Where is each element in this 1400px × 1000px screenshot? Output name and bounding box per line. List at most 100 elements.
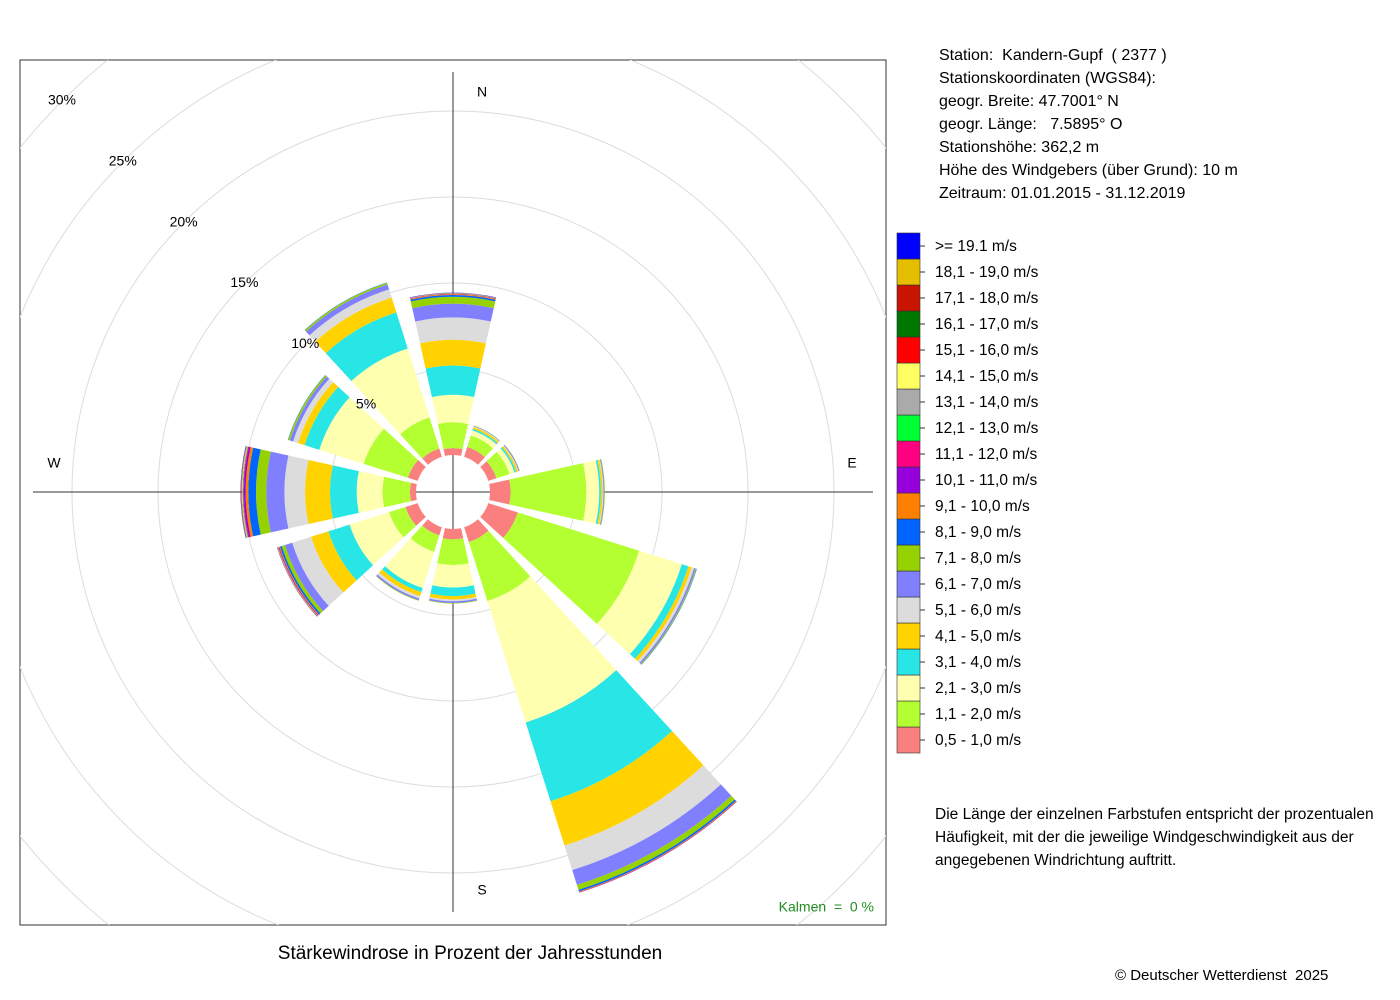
sector-segment [376,574,420,601]
legend-swatch [896,466,921,494]
sector-segment [410,293,496,299]
sector-segment [470,430,497,449]
legend-label: 12,1 - 13,0 m/s [935,420,1039,437]
sector-segment [382,476,411,508]
sector-segment [389,507,417,538]
legend-swatch [896,726,921,754]
sector-segment [425,365,481,398]
sector-segment [305,459,333,525]
sector-segment [564,765,721,871]
sector-segment [410,295,496,302]
station-info: geogr. Länge: 7.5895° O [939,116,1122,133]
legend-label: 7,1 - 8,0 m/s [935,550,1021,567]
sector-segment [405,503,426,526]
chart-title: Stärkewindrose in Prozent der Jahresstun… [278,943,662,964]
sector-segment [489,479,511,505]
legend-swatch [896,284,921,312]
sector-segment [356,471,385,513]
sector-segment [468,530,531,602]
sector-segment [289,376,330,442]
sector-segment [429,596,477,602]
r-tick-label: 15% [230,274,258,290]
legend-swatch [896,544,921,572]
sector-segment [480,503,518,538]
sector-segment [415,317,491,344]
legend-label: 11,1 - 12,0 m/s [935,446,1037,463]
calm-label: Kalmen = 0 % [779,899,874,915]
sector-segment [382,566,423,593]
sector-segment [241,446,248,538]
sector-segment [422,448,442,465]
station-info: Höhe des Windgebers (über Grund): 10 m [939,162,1238,179]
legend-label: 4,1 - 5,0 m/s [935,628,1021,645]
r-tick-label: 25% [109,152,137,168]
sector-segment [473,426,500,442]
sector-segment [500,447,517,473]
legend-swatch [896,648,921,676]
sector-segment [600,459,605,525]
sector-segment [503,512,640,624]
sector-segment [377,572,421,599]
station-info: Stationshöhe: 362,2 m [939,139,1099,156]
legend-label: 17,1 - 18,0 m/s [935,290,1039,307]
legend-label: 3,1 - 4,0 m/s [935,654,1021,671]
sector-segment [284,542,329,612]
r-tick-label: 20% [170,213,198,229]
note-line: angegebenen Windrichtung auftritt. [935,852,1176,869]
sector-segment [409,482,417,502]
sector-segment [432,563,474,588]
station-info: Zeitraum: 01.01.2015 - 31.12.2019 [939,185,1185,202]
sector-segment [525,670,673,802]
sector-segment [486,451,510,479]
sector-segment [240,446,247,538]
sector-segment [599,459,604,525]
sector-segment [284,455,309,529]
legend-label: 15,1 - 16,0 m/s [935,342,1039,359]
sector-segment [428,598,478,603]
sector-segment [596,550,682,655]
sector-segment [266,451,289,533]
legend-label: 16,1 - 17,0 m/s [935,316,1039,333]
sector-segment [410,296,496,309]
sector-segment [242,446,248,538]
legend-swatch [896,492,921,520]
sector-segment [248,447,261,537]
sector-segment [330,465,359,519]
sector-segment [420,339,486,369]
legend-label: 0,5 - 1,0 m/s [935,732,1021,749]
legend-label: 6,1 - 7,0 m/s [935,576,1021,593]
sector-segment [311,531,357,593]
sector-segment [501,446,518,473]
r-tick-label: 10% [291,335,319,351]
plot-frame [19,59,887,926]
sector-segment [385,538,435,588]
sector-segment [281,545,324,614]
sector-segment [410,525,440,552]
sector-segment [256,449,271,535]
station-info: Stationskoordinaten (WGS84): [939,70,1156,87]
sector-segment [242,446,249,538]
legend-label: 18,1 - 19,0 m/s [935,264,1039,281]
sector-segment [629,564,689,659]
legend-label: >= 19.1 m/s [935,238,1017,255]
r-tick-label: 30% [48,92,76,108]
sector-segment [431,394,475,424]
sector-segment [305,284,390,336]
sector-segment [429,593,477,600]
direction-label: W [47,455,61,471]
sector-segment [241,446,247,538]
sector-segment [472,428,498,445]
copyright: © Deutscher Wetterdienst 2025 [1115,967,1328,984]
sector-segment [487,576,617,723]
legend-swatch [896,414,921,442]
legend-swatch [896,336,921,364]
sector-segment [243,446,249,538]
sector-segment [325,312,408,382]
legend-label: 1,1 - 2,0 m/s [935,706,1021,723]
station-info: Station: Kandern-Gupf ( 2377 ) [939,47,1167,64]
sector-segment [634,566,692,662]
sector-segment [315,297,397,354]
sector-segment [407,460,426,481]
sector-segment [572,784,732,885]
sector-segment [244,446,251,538]
